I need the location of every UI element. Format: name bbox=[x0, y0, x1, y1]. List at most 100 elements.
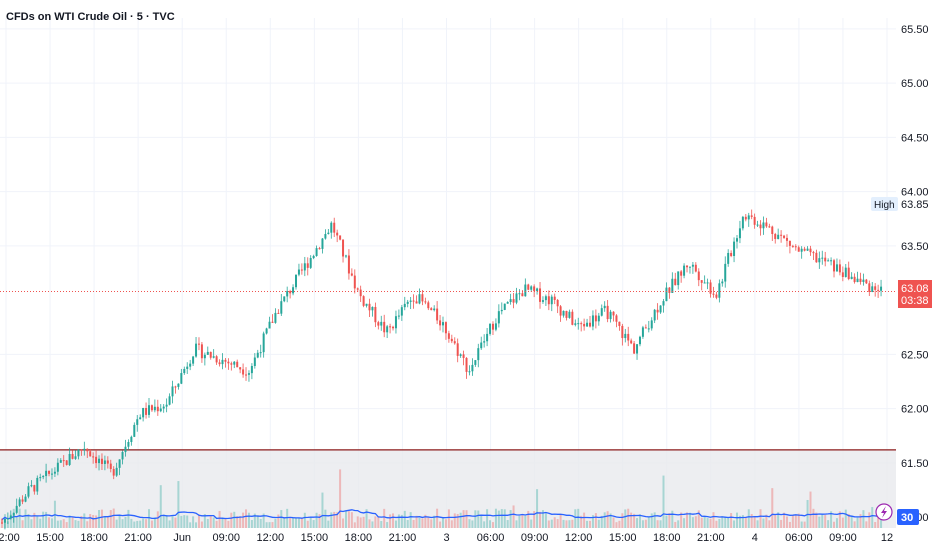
time-tick-label: 21:00 bbox=[697, 532, 725, 544]
volume-bar bbox=[409, 512, 412, 528]
volume-bar bbox=[771, 488, 774, 528]
candle-body bbox=[289, 291, 292, 294]
candle-body bbox=[577, 323, 580, 325]
volume-bar bbox=[253, 513, 256, 528]
volume-bar bbox=[197, 514, 200, 528]
volume-bar bbox=[718, 518, 721, 528]
volume-bar bbox=[150, 520, 153, 528]
volume-bar bbox=[9, 514, 12, 528]
candle-body bbox=[656, 309, 659, 313]
volume-bar bbox=[121, 519, 124, 528]
volume-bar bbox=[656, 520, 659, 528]
volume-bar bbox=[127, 509, 130, 528]
candle-body bbox=[827, 260, 830, 262]
candle-body bbox=[433, 308, 436, 311]
time-axis[interactable]: 12:00 15:00 18:00 21:00 Jun 09:00 12:00 15:00 18… bbox=[0, 532, 893, 544]
candle-body bbox=[688, 266, 691, 268]
volume-bar bbox=[777, 512, 780, 528]
volume-bar bbox=[753, 517, 756, 528]
candle-body bbox=[838, 264, 841, 273]
candle-body bbox=[618, 321, 621, 326]
volume-bar bbox=[392, 513, 395, 528]
candle-body bbox=[368, 303, 371, 311]
candle-body bbox=[574, 323, 577, 325]
volume-band bbox=[0, 449, 896, 528]
volume-bar bbox=[483, 521, 486, 528]
candle-body bbox=[224, 359, 227, 362]
volume-bar bbox=[597, 519, 600, 528]
volume-bar bbox=[791, 515, 794, 528]
candle-body bbox=[359, 289, 362, 297]
candle-body bbox=[727, 252, 730, 264]
tv-logo[interactable]: 30 bbox=[897, 509, 919, 525]
volume-bar bbox=[92, 515, 95, 528]
candle-body bbox=[321, 238, 324, 249]
time-tick-label: 21:00 bbox=[389, 532, 417, 544]
volume-bar bbox=[630, 512, 633, 528]
volume-bar bbox=[653, 512, 656, 528]
candle-body bbox=[77, 449, 80, 457]
volume-bar bbox=[736, 512, 738, 528]
volume-bar bbox=[686, 512, 689, 528]
candle-body bbox=[759, 224, 762, 229]
candle-body bbox=[450, 338, 453, 342]
time-tick-label: 3 bbox=[443, 532, 449, 544]
candle-body bbox=[133, 424, 136, 437]
candle-body bbox=[797, 247, 800, 252]
volume-bar bbox=[783, 512, 786, 528]
candle-body bbox=[347, 255, 350, 274]
volume-bar bbox=[195, 522, 198, 528]
volume-bar bbox=[318, 514, 321, 528]
candle-body bbox=[418, 294, 421, 304]
volume-bar bbox=[339, 469, 342, 528]
volume-bar bbox=[785, 516, 788, 528]
candle-body bbox=[230, 363, 233, 365]
time-tick-label: 4 bbox=[752, 532, 758, 544]
candle-body bbox=[559, 306, 562, 316]
candle-body bbox=[512, 299, 515, 303]
candle-body bbox=[703, 282, 706, 284]
volume-bar bbox=[559, 514, 562, 528]
candle-body bbox=[568, 311, 571, 318]
candle-body bbox=[265, 328, 268, 334]
candle-body bbox=[350, 273, 353, 276]
volume-bar bbox=[444, 519, 447, 528]
volume-bar bbox=[838, 511, 841, 528]
volume-bar bbox=[215, 520, 218, 528]
candle-body bbox=[638, 336, 641, 345]
candle-body bbox=[406, 301, 409, 304]
candle-body bbox=[127, 442, 130, 447]
candle-body bbox=[303, 263, 306, 271]
candle-body bbox=[206, 351, 209, 355]
volume-bar bbox=[762, 518, 765, 528]
volume-bar bbox=[694, 516, 697, 528]
time-tick-label: 18:00 bbox=[345, 532, 373, 544]
volume-bar bbox=[39, 518, 42, 528]
volume-bar bbox=[456, 513, 459, 528]
volume-bar bbox=[730, 513, 733, 528]
volume-bar bbox=[665, 515, 668, 528]
price-axis[interactable]: 65.50 65.00 64.50 64.00 63.50 62.50 62.00 61.50… bbox=[901, 24, 929, 524]
volume-bar bbox=[524, 515, 527, 528]
volume-bar bbox=[321, 492, 324, 528]
candle-body bbox=[65, 460, 68, 465]
volume-bar bbox=[465, 510, 468, 528]
time-tick-label: 12:00 bbox=[0, 532, 20, 544]
candle-body bbox=[697, 271, 700, 281]
candles bbox=[1, 209, 883, 530]
candle-body bbox=[48, 470, 51, 474]
volume-bar bbox=[450, 520, 453, 528]
volume-bar bbox=[62, 519, 65, 528]
candle-body bbox=[691, 264, 694, 267]
candle-body bbox=[1, 522, 3, 524]
volume-bar bbox=[697, 510, 700, 528]
volume-bar bbox=[518, 515, 521, 528]
volume-bar bbox=[877, 518, 880, 528]
candle-body bbox=[50, 473, 53, 475]
volume-bar bbox=[468, 519, 471, 528]
volume-bar bbox=[274, 518, 277, 528]
lightning-icon[interactable] bbox=[875, 503, 893, 521]
candle-body bbox=[300, 269, 303, 271]
candle-body bbox=[644, 327, 647, 329]
